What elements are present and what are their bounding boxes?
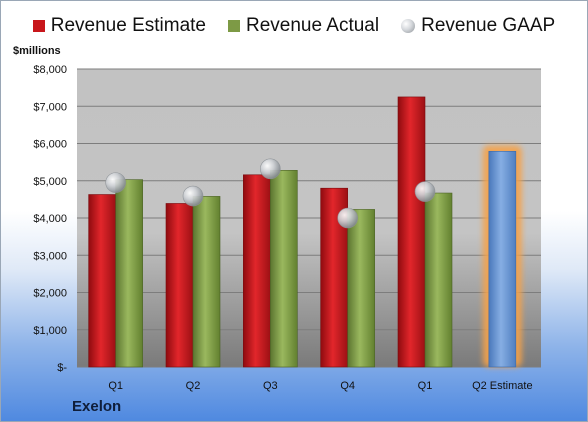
bar-revenue-estimate: [165, 203, 194, 368]
bar-revenue-actual: [347, 209, 375, 368]
x-tick-label: Q2: [186, 380, 201, 392]
y-axis-ticks: $- $1,000 $2,000 $3,000 $4,000 $5,000 $6,000 $7…: [33, 64, 67, 374]
bar-revenue-estimate-forecast: [488, 151, 517, 368]
y-tick-label: $3,000: [33, 250, 67, 262]
legend-label-gaap: Revenue GAAP: [421, 15, 556, 36]
point-revenue-gaap: [260, 158, 281, 180]
chart-legend: Revenue Estimate Revenue Actual Revenue …: [1, 15, 587, 37]
bar-revenue-actual: [424, 192, 453, 368]
legend-swatch-actual: [228, 20, 240, 32]
x-tick-label: Q2 Estimate: [472, 380, 533, 392]
gaap-points: [105, 158, 436, 229]
bar-revenue-estimate: [397, 96, 426, 368]
point-revenue-gaap: [414, 181, 436, 202]
legend-item-actual: Revenue Actual: [228, 15, 379, 37]
x-tick-label: Q1: [108, 380, 123, 392]
legend-item-estimate: Revenue Estimate: [32, 15, 206, 37]
bar-revenue-actual: [115, 179, 143, 368]
gridlines: [77, 68, 541, 368]
y-tick-label: $6,000: [33, 139, 67, 151]
legend-item-gaap: Revenue GAAP: [401, 15, 555, 37]
legend-label-estimate: Revenue Estimate: [50, 15, 206, 36]
x-tick-label: Q3: [263, 380, 278, 392]
y-tick-label: $-: [57, 362, 67, 374]
x-axis-ticks: Q1 Q2 Q3 Q4 Q1 Q2 Estimate: [108, 380, 532, 392]
point-revenue-gaap: [182, 185, 204, 207]
point-revenue-gaap: [105, 172, 126, 193]
y-axis-unit-label: $millions: [13, 45, 61, 57]
y-tick-label: $1,000: [33, 325, 67, 337]
bars: [88, 96, 522, 368]
bar-revenue-actual: [270, 170, 298, 368]
x-tick-label: Q1: [418, 380, 433, 392]
y-tick-label: $2,000: [33, 288, 67, 300]
y-tick-label: $7,000: [33, 101, 67, 113]
legend-label-actual: Revenue Actual: [246, 15, 380, 36]
bar-revenue-estimate: [88, 194, 116, 368]
legend-swatch-gaap: [401, 19, 416, 33]
legend-swatch-estimate: [32, 20, 45, 32]
point-revenue-gaap: [337, 207, 358, 229]
y-tick-label: $8,000: [33, 64, 67, 76]
x-tick-label: Q4: [340, 380, 355, 392]
y-tick-label: $5,000: [33, 176, 67, 188]
company-name: Exelon: [72, 398, 122, 415]
bar-revenue-estimate: [243, 174, 271, 368]
bar-revenue-actual: [192, 196, 221, 368]
y-tick-label: $4,000: [33, 213, 67, 225]
